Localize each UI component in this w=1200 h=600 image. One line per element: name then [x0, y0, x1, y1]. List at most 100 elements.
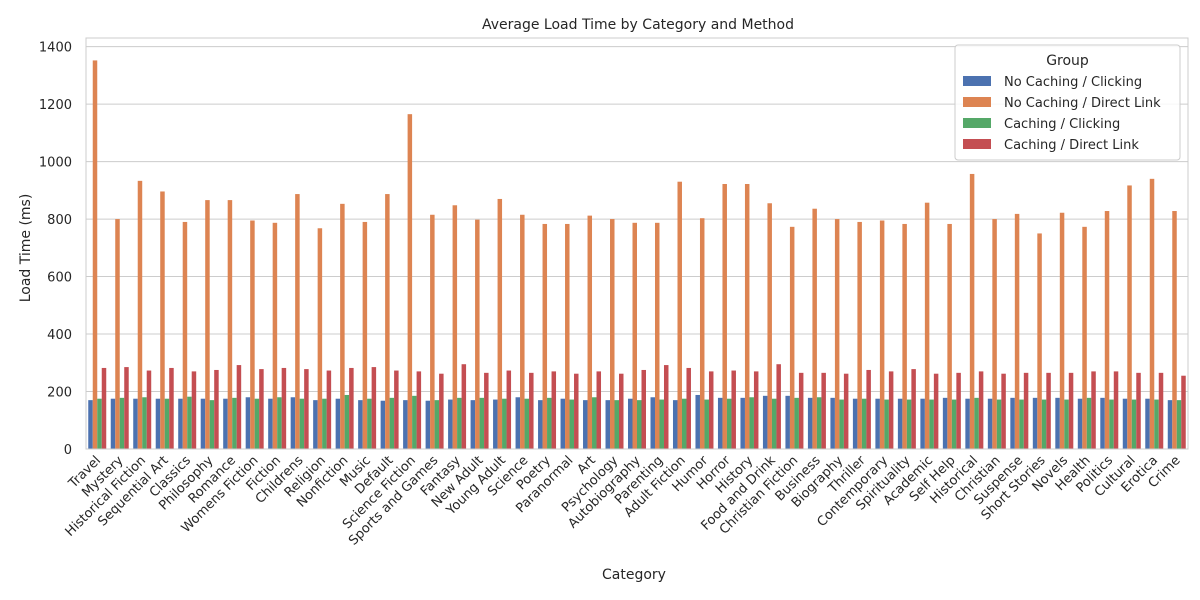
- bar: [974, 397, 979, 449]
- bar: [619, 373, 624, 449]
- bar: [1077, 398, 1083, 449]
- bar: [452, 205, 458, 449]
- bar: [416, 371, 422, 449]
- bar: [852, 398, 858, 449]
- bar: [317, 228, 323, 449]
- bar: [335, 398, 341, 449]
- bar: [798, 372, 804, 449]
- bar: [1041, 399, 1047, 449]
- bar: [304, 369, 309, 449]
- bar: [574, 373, 579, 449]
- bar: [654, 222, 660, 449]
- bar: [708, 371, 714, 449]
- bar: [542, 223, 548, 449]
- bar: [394, 370, 399, 449]
- bar: [1014, 213, 1020, 449]
- bar: [942, 397, 948, 449]
- legend: Group No Caching / Clicking No Caching / D…: [954, 44, 1181, 161]
- bar: [205, 200, 210, 449]
- bar: [592, 397, 597, 449]
- y-tick-label: 1400: [39, 41, 72, 56]
- bar: [475, 219, 480, 449]
- bar: [295, 194, 300, 449]
- bar: [731, 370, 736, 449]
- bar: [1086, 397, 1092, 449]
- bar: [385, 194, 390, 449]
- bar: [569, 399, 575, 449]
- bar: [1136, 372, 1141, 449]
- bar: [1158, 372, 1164, 449]
- bar: [717, 397, 723, 449]
- y-tick-label: 600: [47, 271, 72, 286]
- bar: [236, 365, 242, 449]
- bar: [169, 367, 174, 449]
- bar: [1059, 212, 1065, 449]
- bar: [1064, 399, 1069, 449]
- bar: [978, 371, 984, 449]
- bar: [861, 398, 867, 449]
- bar: [650, 397, 655, 449]
- bar: [209, 400, 215, 449]
- bar: [538, 400, 543, 449]
- bar: [371, 367, 377, 449]
- bar: [920, 398, 925, 449]
- y-tick-label: 1200: [39, 98, 72, 113]
- bar: [875, 398, 880, 449]
- bar: [403, 400, 408, 449]
- bar: [924, 202, 930, 449]
- bar: [902, 223, 907, 449]
- bar: [753, 371, 759, 449]
- bar: [281, 367, 287, 449]
- bar: [632, 222, 637, 449]
- bar: [461, 364, 467, 449]
- bar: [178, 398, 183, 449]
- bar: [1154, 399, 1159, 449]
- bar: [457, 397, 462, 449]
- bar: [160, 191, 165, 449]
- bar: [1091, 371, 1096, 449]
- legend-swatch: [963, 76, 991, 86]
- bar: [254, 398, 260, 449]
- bar: [1131, 399, 1137, 449]
- bar: [187, 396, 192, 449]
- bar: [1104, 211, 1110, 449]
- bar: [520, 214, 525, 449]
- bar: [776, 364, 781, 449]
- bar: [785, 395, 790, 449]
- bar: [389, 397, 395, 449]
- bar: [1167, 400, 1173, 449]
- y-tick-label: 200: [47, 386, 72, 401]
- bar: [1127, 185, 1132, 449]
- bar: [794, 397, 799, 449]
- y-tick-label: 0: [64, 443, 72, 458]
- bar: [502, 398, 507, 449]
- legend-box: [954, 44, 1181, 161]
- bar: [142, 397, 147, 449]
- bar: [227, 200, 233, 449]
- bar: [1019, 399, 1024, 449]
- bar: [834, 219, 840, 449]
- bar: [969, 173, 975, 449]
- bar: [110, 398, 116, 449]
- bar: [866, 369, 871, 449]
- bar: [744, 184, 750, 449]
- bar: [380, 400, 386, 449]
- bar: [326, 370, 332, 449]
- bar: [1100, 397, 1105, 449]
- bar: [628, 398, 633, 449]
- bar: [430, 214, 435, 449]
- bar: [479, 397, 485, 449]
- bar: [1037, 233, 1042, 449]
- bar: [1122, 398, 1128, 449]
- bar: [412, 395, 417, 449]
- bar: [115, 219, 120, 449]
- bar: [524, 398, 530, 449]
- bar: [677, 181, 682, 449]
- bar: [448, 399, 453, 449]
- bar: [1046, 372, 1051, 449]
- y-axis-label: Load Time (ms): [18, 194, 34, 303]
- bar: [807, 397, 813, 449]
- bar: [929, 399, 934, 449]
- bar: [97, 398, 102, 449]
